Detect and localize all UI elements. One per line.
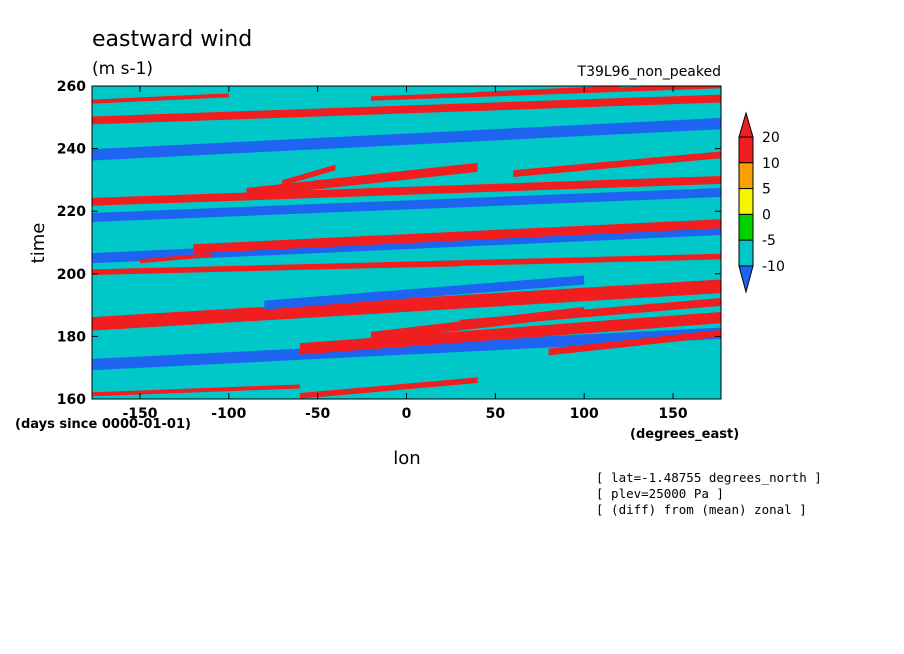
- colorbar-extend-min: [738, 265, 754, 294]
- wind-band-18: [513, 151, 721, 178]
- chart-units: (m s-1): [92, 59, 153, 79]
- colorbar-label: 0: [762, 207, 771, 223]
- wind-band-12: [139, 253, 212, 264]
- x-axis-label: lon: [393, 448, 420, 469]
- wind-field: [92, 86, 721, 399]
- x-axis-ticks: -150 -100 -50 0 50 100 150: [122, 86, 688, 422]
- note-pressure-level: [ plev=25000 Pa ]: [596, 486, 724, 501]
- wind-band-22: [370, 86, 721, 101]
- x-tick-label: 50: [486, 406, 506, 422]
- wind-band-13: [193, 219, 721, 254]
- x-tick-label: 150: [658, 406, 687, 422]
- colorbar-label: -5: [762, 233, 776, 249]
- note-zonal-diff: [ (diff) from (mean) zonal ]: [596, 502, 807, 517]
- wind-band-7: [92, 279, 721, 331]
- x-tick-label: 0: [402, 406, 412, 422]
- colorbar-label: 10: [762, 156, 780, 172]
- run-label: T39L96_non_peaked: [577, 64, 721, 80]
- wind-band-15: [92, 175, 721, 206]
- y-tick-label: 260: [57, 79, 86, 95]
- wind-band-10: [139, 262, 460, 273]
- colorbar-swatch: [738, 213, 754, 241]
- colorbar-swatch: [738, 239, 754, 267]
- colorbar-label: 20: [762, 130, 780, 146]
- y-unit-label: (days since 0000-01-01): [15, 417, 191, 432]
- wind-band-16: [246, 162, 478, 197]
- colorbar-label: 5: [762, 182, 771, 198]
- wind-band-0: [92, 384, 300, 397]
- wind-band-20: [92, 94, 721, 125]
- wind-band-3: [299, 311, 721, 355]
- y-tick-label: 240: [57, 142, 86, 158]
- colorbar-extend-max: [738, 111, 754, 138]
- colorbar-label: -10: [762, 259, 785, 275]
- x-unit-label: (degrees_east): [630, 427, 739, 442]
- wind-band-8: [264, 275, 585, 310]
- y-tick-label: 220: [57, 204, 86, 220]
- y-axis-label: time: [28, 223, 49, 264]
- note-latitude: [ lat=-1.48755 degrees_north ]: [596, 470, 822, 485]
- colorbar: 20 10 5 0 -5 -10: [738, 111, 785, 294]
- x-tick-label: -100: [211, 406, 246, 422]
- wind-band-1: [299, 377, 478, 399]
- wind-band-2: [92, 327, 721, 371]
- chart-title: eastward wind: [92, 27, 252, 52]
- x-tick-label: -50: [305, 406, 331, 422]
- colorbar-swatch: [738, 136, 754, 164]
- y-tick-label: 200: [57, 267, 86, 283]
- wind-band-14: [92, 187, 721, 222]
- y-tick-label: 180: [57, 329, 86, 345]
- x-tick-label: 100: [570, 406, 599, 422]
- y-axis-ticks: 160 180 200 220 240 260: [57, 79, 721, 408]
- wind-band-21: [92, 93, 229, 104]
- x-tick-label: -150: [122, 406, 157, 422]
- wind-band-19: [92, 117, 721, 161]
- y-tick-label: 160: [57, 392, 86, 408]
- colorbar-swatch: [738, 188, 754, 215]
- colorbar-swatch: [738, 162, 754, 190]
- wind-band-17: [282, 164, 336, 186]
- wind-band-6: [459, 298, 721, 328]
- wind-band-4: [548, 329, 721, 356]
